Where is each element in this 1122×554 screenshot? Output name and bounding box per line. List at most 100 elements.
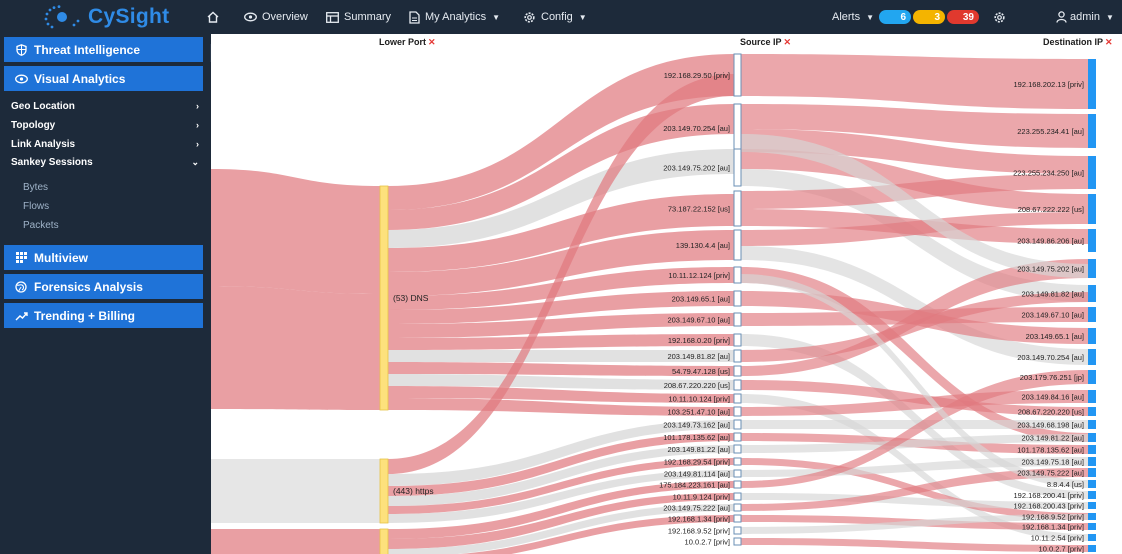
sidebar-item-sankey-sessions[interactable]: Sankey Sessions ⌄ bbox=[11, 154, 203, 170]
destination-ip-label: 203.149.81.82 [au] bbox=[1021, 290, 1084, 299]
source-ip-node bbox=[733, 419, 742, 430]
remove-column-icon[interactable]: ✕ bbox=[783, 37, 792, 47]
sankey-link bbox=[741, 274, 1088, 488]
nav-summary[interactable]: Summary bbox=[326, 0, 391, 34]
app-logo-text[interactable]: CySight bbox=[88, 5, 170, 28]
sidebar-leaf-packets[interactable]: Packets bbox=[23, 220, 59, 231]
destination-ip-node bbox=[1088, 445, 1096, 454]
sankey-link bbox=[388, 433, 734, 496]
sidebar-item-topology[interactable]: Topology › bbox=[11, 117, 203, 133]
sidebar-item-label: Sankey Sessions bbox=[11, 156, 93, 168]
destination-ip-node bbox=[1088, 370, 1096, 384]
sankey-link bbox=[388, 504, 734, 554]
source-ip-node bbox=[733, 266, 742, 284]
alerts-label: Alerts bbox=[832, 11, 861, 23]
column-header-source-ip: Source IP ✕ bbox=[740, 37, 791, 48]
source-ip-label: 10.0.2.7 [priv] bbox=[685, 538, 730, 547]
source-ip-label: 54.79.47.128 [us] bbox=[672, 367, 730, 376]
sankey-link bbox=[388, 374, 734, 390]
sidebar-multiview[interactable]: Multiview bbox=[4, 245, 203, 270]
sankey-diagram: (53) DNS (443) https 192.168.29.50 [priv] 2… bbox=[211, 53, 1096, 554]
port-node bbox=[379, 185, 389, 411]
destination-ip-node bbox=[1088, 468, 1096, 477]
source-ip-label: 203.149.81.22 [au] bbox=[667, 445, 730, 454]
settings-gear-icon[interactable] bbox=[993, 0, 1006, 34]
source-ip-node bbox=[733, 365, 742, 377]
destination-ip-node bbox=[1088, 349, 1096, 365]
source-ip-node bbox=[733, 393, 742, 404]
sidebar-item-link-analysis[interactable]: Link Analysis › bbox=[11, 136, 203, 152]
source-ip-label: 208.67.220.220 [us] bbox=[664, 381, 730, 390]
destination-ip-label: 192.168.200.41 [priv] bbox=[1014, 491, 1084, 500]
destination-ip-node bbox=[1088, 229, 1096, 252]
sankey-link bbox=[388, 230, 734, 296]
sidebar-forensics-analysis-label: Forensics Analysis bbox=[34, 279, 143, 294]
destination-ip-label: 203.149.65.1 [au] bbox=[1026, 332, 1084, 341]
alerts-menu[interactable]: Alerts ▼ bbox=[832, 0, 874, 34]
port-node bbox=[379, 458, 389, 524]
sankey-link bbox=[741, 493, 1088, 509]
sidebar-leaf-flows[interactable]: Flows bbox=[23, 201, 50, 212]
sankey-link bbox=[388, 194, 734, 272]
gear-icon bbox=[523, 11, 536, 24]
source-ip-label: 203.149.73.162 [au] bbox=[663, 421, 730, 430]
user-icon bbox=[1056, 11, 1067, 23]
sidebar-trending-billing[interactable]: Trending + Billing bbox=[4, 303, 203, 328]
sankey-link bbox=[741, 134, 1088, 278]
source-ip-label: 203.149.70.254 [au] bbox=[663, 124, 730, 133]
source-ip-node bbox=[733, 514, 742, 523]
alert-badge-blue[interactable]: 6 bbox=[879, 10, 911, 24]
alert-badge-yellow[interactable]: 3 bbox=[913, 10, 945, 24]
destination-ip-node bbox=[1088, 259, 1096, 278]
source-ip-label: 203.149.75.202 [au] bbox=[663, 164, 730, 173]
sankey-link bbox=[388, 458, 734, 514]
sankey-link bbox=[211, 459, 380, 523]
sidebar-item-label: Geo Location bbox=[11, 100, 75, 112]
source-ip-label: 192.168.29.50 [priv] bbox=[664, 71, 730, 80]
sankey-link bbox=[741, 259, 1088, 376]
alert-badge-red[interactable]: 39 bbox=[947, 10, 979, 24]
source-ip-node bbox=[733, 537, 742, 546]
eye-icon bbox=[14, 74, 28, 84]
destination-ip-label: 203.149.70.254 [au] bbox=[1017, 353, 1084, 362]
source-ip-label: 175.184.223.161 [au] bbox=[659, 481, 730, 490]
source-ip-node bbox=[733, 526, 742, 535]
destination-ip-label: 192.168.202.13 [priv] bbox=[1014, 80, 1084, 89]
chevron-right-icon: › bbox=[196, 139, 199, 149]
destination-ip-node bbox=[1088, 457, 1096, 466]
sankey-link bbox=[741, 54, 1088, 109]
destination-ip-node bbox=[1088, 491, 1096, 499]
nav-overview[interactable]: Overview bbox=[244, 0, 308, 34]
source-ip-node bbox=[733, 103, 742, 153]
destination-ip-label: 223.255.234.250 [au] bbox=[1013, 169, 1084, 178]
destination-ip-label: 192.168.1.34 [priv] bbox=[1022, 523, 1084, 532]
sidebar-threat-intelligence[interactable]: Threat Intelligence bbox=[4, 37, 203, 62]
home-icon[interactable] bbox=[206, 0, 220, 34]
destination-ip-label: 192.168.200.43 [priv] bbox=[1014, 502, 1084, 511]
sidebar-item-geo-location[interactable]: Geo Location › bbox=[11, 98, 203, 114]
sankey-link bbox=[388, 313, 734, 338]
globe-icon bbox=[14, 280, 28, 293]
sidebar-visual-analytics[interactable]: Visual Analytics bbox=[4, 66, 203, 91]
logo-icon[interactable] bbox=[40, 5, 84, 29]
sidebar-forensics-analysis[interactable]: Forensics Analysis bbox=[4, 274, 203, 299]
sankey-link bbox=[741, 370, 1088, 488]
destination-ip-label: 203.149.75.18 [au] bbox=[1021, 458, 1084, 467]
source-ip-label: 192.168.1.34 [priv] bbox=[668, 515, 730, 524]
remove-column-icon[interactable]: ✕ bbox=[428, 37, 436, 47]
sidebar-leaf-bytes[interactable]: Bytes bbox=[23, 182, 49, 193]
user-menu[interactable]: admin ▼ bbox=[1056, 0, 1114, 34]
nav-config[interactable]: Config ▼ bbox=[523, 0, 587, 34]
sankey-link bbox=[211, 529, 380, 554]
remove-column-icon[interactable]: ✕ bbox=[1105, 37, 1113, 47]
source-ip-label: 192.168.9.52 [priv] bbox=[668, 527, 730, 536]
sankey-link bbox=[741, 380, 1088, 416]
destination-ip-label: 8.8.4.4 [us] bbox=[1047, 480, 1084, 489]
chevron-down-icon: ⌄ bbox=[191, 156, 199, 167]
nav-my-analytics[interactable]: My Analytics ▼ bbox=[409, 0, 500, 34]
source-ip-label: 192.168.29.54 [priv] bbox=[664, 458, 730, 467]
destination-ip-label: 203.149.86.206 [au] bbox=[1017, 237, 1084, 246]
source-ip-node bbox=[733, 492, 742, 501]
sankey-link bbox=[388, 481, 734, 539]
destination-ip-label: 10.11.2.54 [priv] bbox=[1031, 534, 1084, 543]
